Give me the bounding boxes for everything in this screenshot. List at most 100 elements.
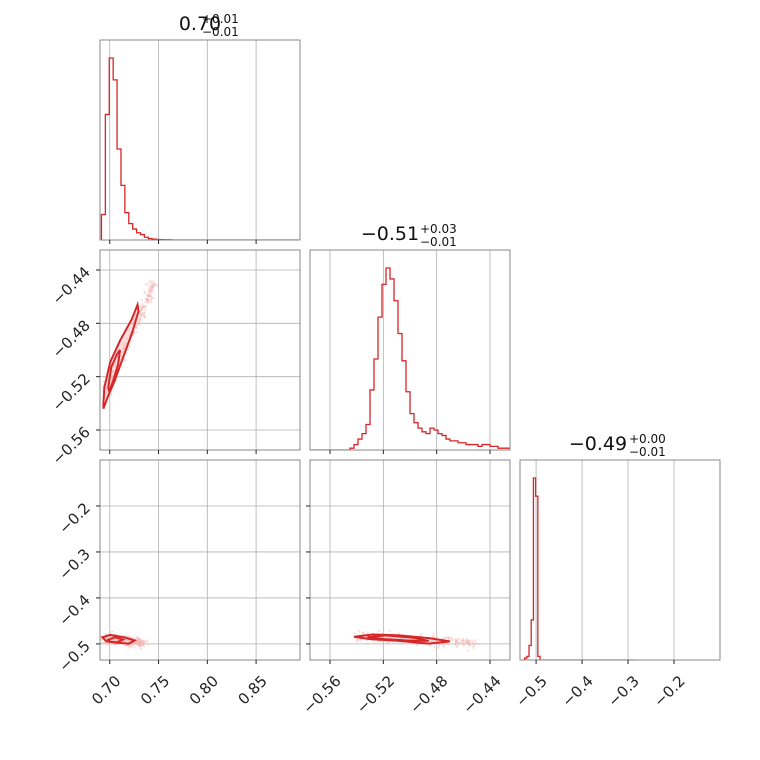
sample-point bbox=[101, 641, 104, 644]
sample-point bbox=[466, 640, 469, 643]
sample-point bbox=[148, 295, 151, 298]
sample-point bbox=[451, 639, 454, 642]
sample-point bbox=[468, 640, 471, 643]
y-tick-label: −0.4 bbox=[55, 591, 93, 629]
sample-point bbox=[146, 294, 150, 298]
sample-point bbox=[146, 639, 149, 642]
sample-point bbox=[129, 644, 132, 647]
sample-point bbox=[140, 640, 143, 643]
sample-point bbox=[144, 301, 147, 304]
sample-point bbox=[144, 641, 147, 644]
sample-point bbox=[141, 644, 145, 647]
sample-point bbox=[152, 279, 155, 283]
sample-point bbox=[149, 288, 152, 291]
y-tick-label: −0.52 bbox=[49, 370, 94, 415]
sample-point bbox=[150, 280, 153, 283]
sample-point bbox=[372, 642, 376, 645]
sample-point bbox=[471, 642, 474, 646]
sample-point bbox=[362, 632, 365, 635]
sample-point bbox=[137, 640, 140, 643]
x-tick-label: 0.70 bbox=[88, 672, 124, 708]
sample-point bbox=[111, 630, 114, 633]
sample-point bbox=[397, 632, 400, 635]
sample-point bbox=[429, 644, 432, 647]
contour-inner bbox=[106, 636, 126, 644]
sample-point bbox=[139, 642, 143, 646]
y-tick-label: −0.5 bbox=[55, 637, 93, 675]
sample-point bbox=[468, 641, 471, 644]
sample-point bbox=[471, 640, 475, 643]
sample-point bbox=[139, 308, 143, 312]
sample-point bbox=[126, 644, 129, 647]
sample-point bbox=[135, 643, 138, 646]
sample-point bbox=[463, 639, 466, 642]
x-tick-label: 0.85 bbox=[234, 672, 270, 708]
sample-point bbox=[131, 644, 134, 648]
sample-point bbox=[437, 646, 440, 649]
sample-point bbox=[438, 644, 441, 647]
sample-point bbox=[433, 646, 436, 649]
sample-point bbox=[144, 283, 147, 286]
sample-point bbox=[140, 643, 143, 646]
sample-point bbox=[150, 282, 153, 285]
sample-point bbox=[124, 359, 127, 362]
sample-point bbox=[357, 630, 361, 633]
sample-point bbox=[144, 298, 148, 302]
sample-point bbox=[105, 633, 108, 636]
sample-point bbox=[124, 634, 127, 637]
sample-point bbox=[150, 297, 153, 301]
sample-point bbox=[142, 306, 146, 309]
sample-point bbox=[151, 284, 154, 288]
sample-point bbox=[152, 285, 155, 289]
x-tick-label: 0.80 bbox=[186, 672, 222, 708]
x-tick-label: −0.4 bbox=[558, 672, 596, 710]
x-tick-label: −0.5 bbox=[512, 672, 550, 710]
sample-point bbox=[462, 644, 465, 647]
sample-point bbox=[471, 646, 474, 649]
sample-point bbox=[146, 283, 149, 286]
sample-point bbox=[139, 309, 142, 312]
sample-point bbox=[114, 643, 117, 646]
sample-point bbox=[137, 640, 140, 644]
sample-point bbox=[147, 300, 150, 303]
sample-point bbox=[136, 642, 139, 646]
sample-point bbox=[140, 640, 144, 643]
sample-point bbox=[146, 643, 150, 646]
sample-point bbox=[456, 640, 459, 643]
panel-2-2: −0.5 −0.4 −0.3 −0.2 bbox=[512, 459, 721, 711]
sample-point bbox=[135, 324, 139, 327]
sample-point bbox=[458, 642, 461, 645]
sample-point bbox=[445, 643, 448, 646]
sample-point bbox=[142, 305, 145, 309]
histogram-step-1 bbox=[310, 267, 510, 450]
sample-point bbox=[138, 318, 142, 321]
sample-point bbox=[126, 644, 129, 647]
sample-point bbox=[147, 280, 150, 284]
sample-point bbox=[465, 640, 468, 643]
sample-point bbox=[137, 638, 140, 641]
sample-point bbox=[431, 635, 434, 638]
panel-frame bbox=[309, 249, 511, 451]
panel-2-1: −0.56 −0.52 −0.48 −0.44 bbox=[300, 459, 511, 717]
sample-point bbox=[450, 637, 453, 640]
sample-point bbox=[139, 305, 142, 308]
sample-point bbox=[135, 641, 139, 644]
sample-point bbox=[141, 305, 144, 308]
sample-point bbox=[139, 642, 142, 645]
y-tick-label: −0.2 bbox=[55, 499, 93, 537]
sample-point bbox=[139, 647, 142, 650]
sample-point bbox=[457, 638, 460, 641]
contour-inner bbox=[367, 634, 429, 642]
sample-point bbox=[444, 636, 447, 639]
sample-point bbox=[137, 323, 140, 326]
sample-point bbox=[131, 636, 134, 639]
sample-point bbox=[144, 292, 147, 295]
sample-point bbox=[467, 643, 470, 646]
x-tick-label: −0.2 bbox=[650, 672, 688, 710]
sample-point bbox=[110, 393, 113, 397]
sample-point bbox=[146, 298, 149, 302]
sample-point bbox=[415, 644, 418, 647]
contour-outer bbox=[102, 300, 140, 410]
sample-point bbox=[455, 641, 458, 644]
panel-frame bbox=[99, 39, 301, 241]
